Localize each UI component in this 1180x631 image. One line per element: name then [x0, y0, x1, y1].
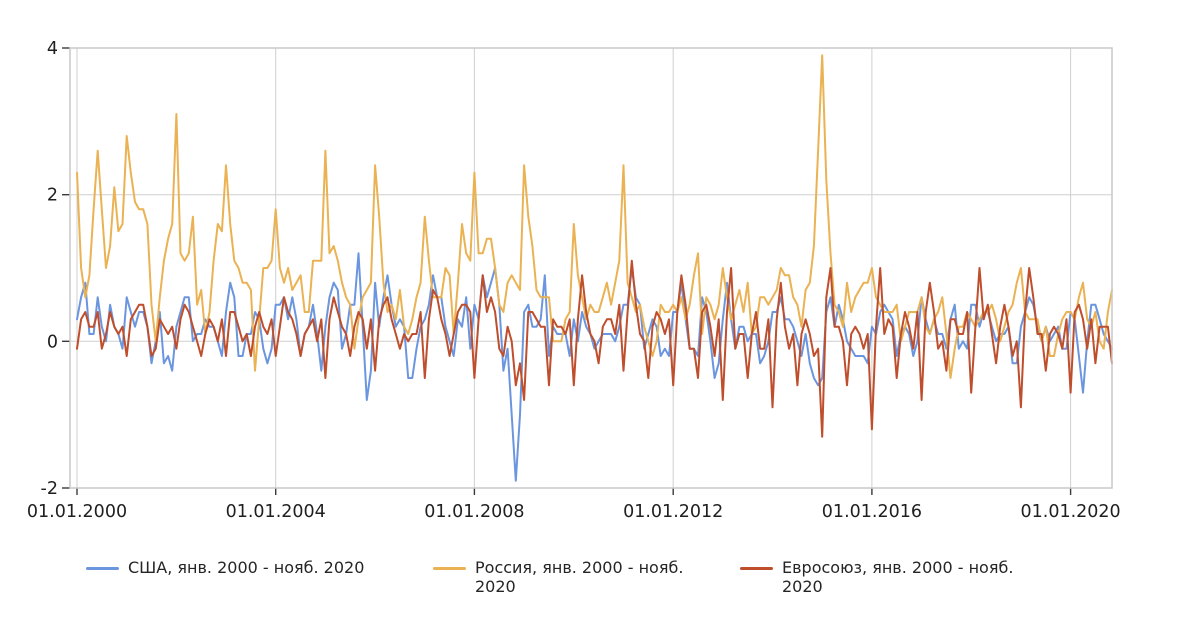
legend-item-eu[interactable]: Евросоюз, янв. 2000 - нояб. 2020 — [740, 558, 1020, 596]
x-tick-label: 01.01.2000 — [27, 502, 127, 522]
y-axis: 4 2 0 -2 — [41, 39, 70, 499]
legend-swatch-usa — [86, 567, 119, 570]
x-tick-label: 01.01.2004 — [226, 502, 326, 522]
y-tick-label: 4 — [47, 39, 58, 59]
legend-label-russia: Россия, янв. 2000 - нояб. 2020 — [475, 558, 684, 596]
series-line-eu — [76, 259, 1113, 438]
x-tick-label: 01.01.2012 — [623, 502, 723, 522]
y-tick-label: 2 — [47, 186, 58, 206]
series-line-usa — [76, 252, 1113, 482]
x-axis: 01.01.2000 01.01.2004 01.01.2008 01.01.2012… — [27, 488, 1121, 522]
legend-label-usa: США, янв. 2000 - нояб. 2020 — [128, 558, 365, 577]
legend-item-russia[interactable]: Россия, янв. 2000 - нояб. 2020 — [433, 558, 689, 596]
legend: США, янв. 2000 - нояб. 2020 Россия, янв.… — [0, 558, 1180, 624]
legend-label-eu: Евросоюз, янв. 2000 - нояб. 2020 — [782, 558, 1014, 596]
x-tick-label: 01.01.2016 — [822, 502, 922, 522]
x-tick-label: 01.01.2008 — [424, 502, 524, 522]
plot-border — [69, 47, 1113, 489]
series-lines — [76, 54, 1113, 482]
x-tick-label: 01.01.2020 — [1020, 502, 1120, 522]
plot-area: 01.01.2000 01.01.2004 01.01.2008 01.01.2012… — [27, 39, 1121, 522]
gridlines — [70, 48, 1112, 488]
series-line-russia — [76, 54, 1113, 379]
legend-swatch-eu — [740, 567, 773, 570]
legend-swatch-russia — [433, 567, 466, 570]
y-tick-label: -2 — [41, 479, 58, 499]
legend-item-usa[interactable]: США, янв. 2000 - нояб. 2020 — [86, 558, 364, 577]
y-tick-label: 0 — [47, 332, 58, 352]
